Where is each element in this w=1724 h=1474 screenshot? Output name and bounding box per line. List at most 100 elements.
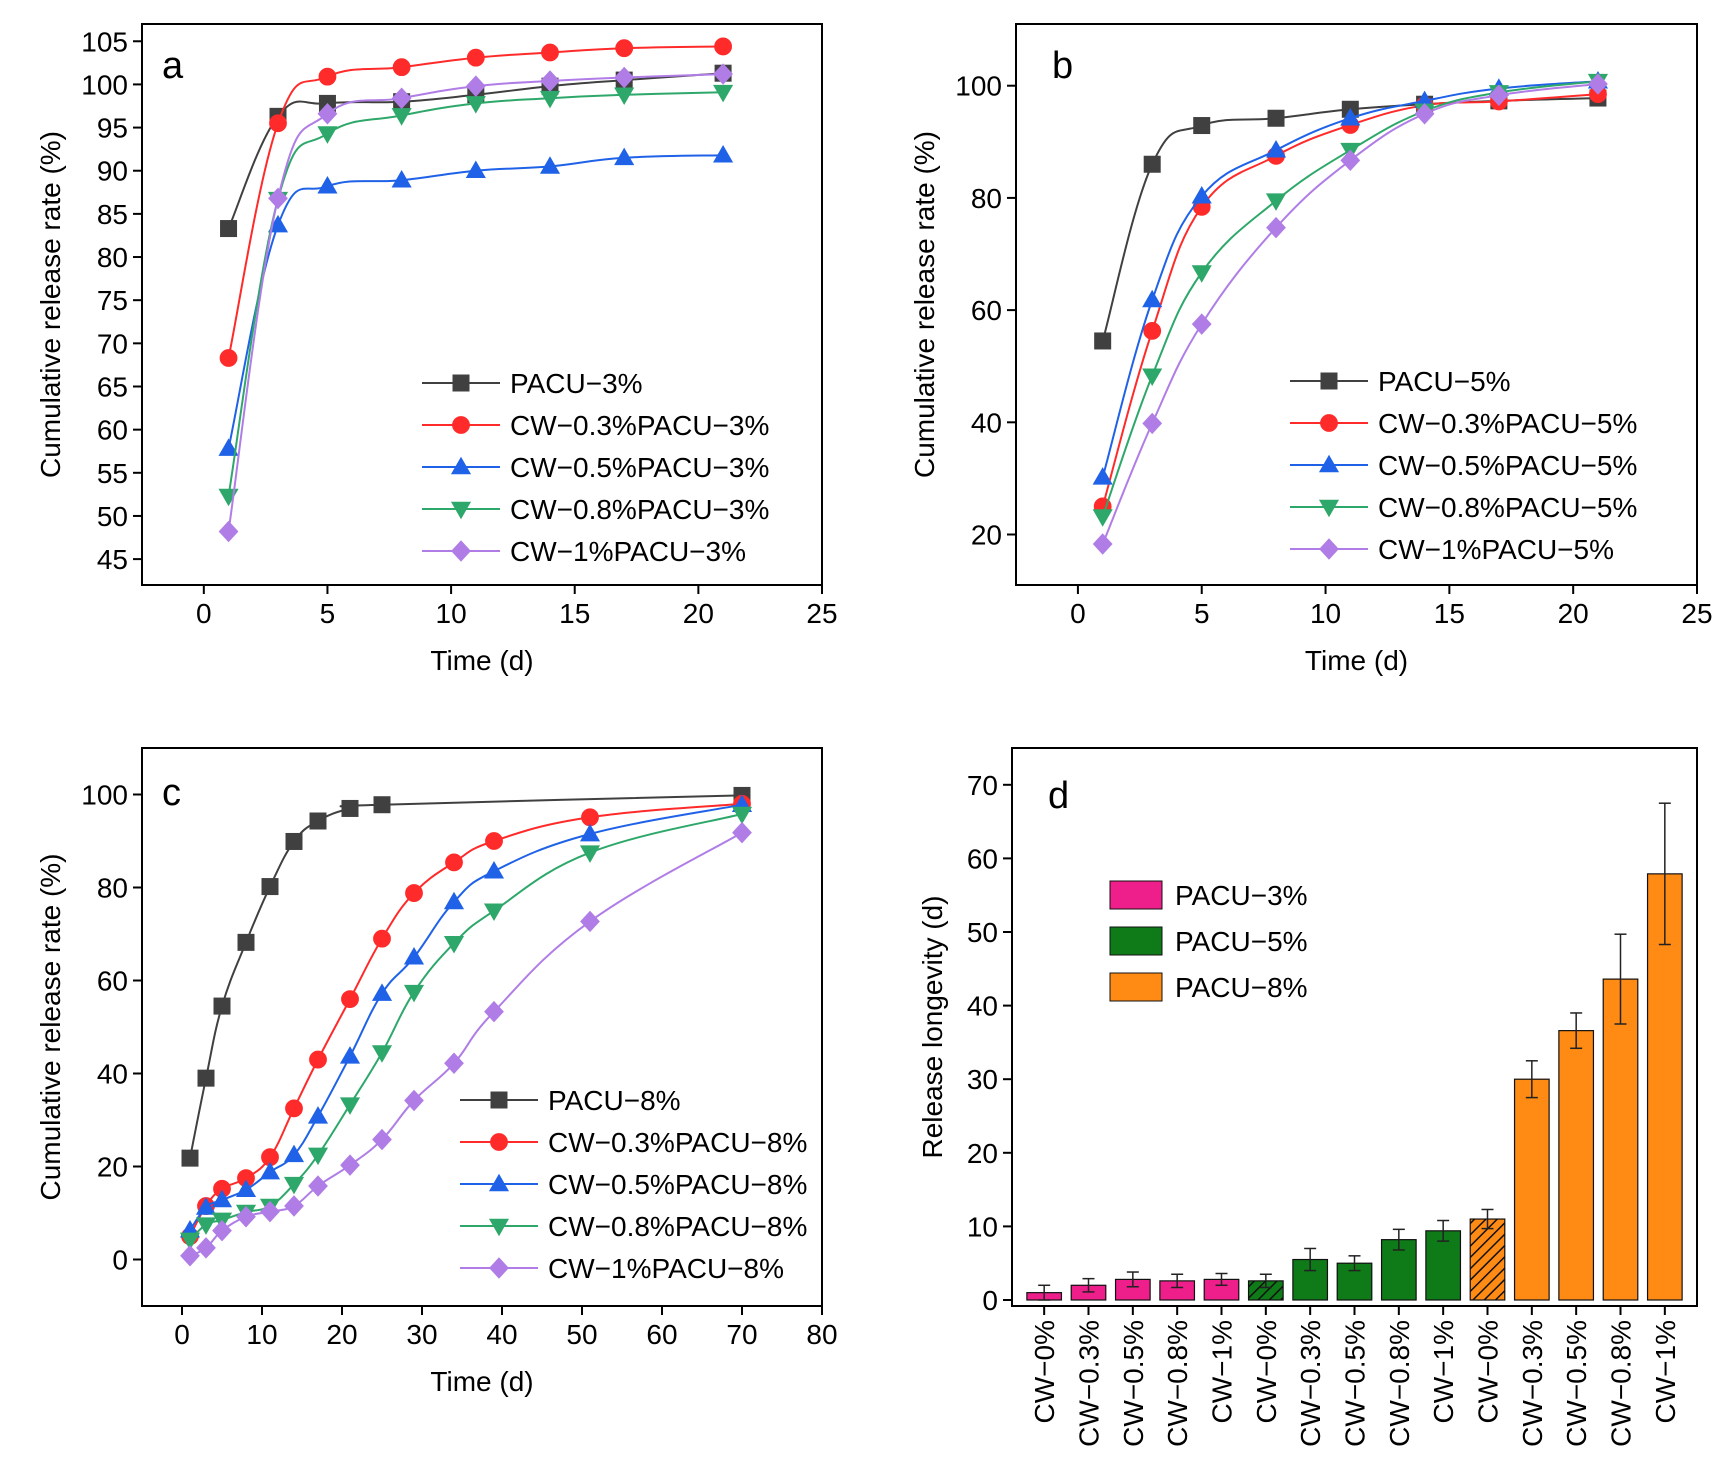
- data-point: [317, 176, 338, 194]
- data-point: [444, 1052, 464, 1075]
- legend-label: CW−0.3%PACU−8%: [548, 1127, 807, 1158]
- series-CW−0.5%PACU−8%: [179, 794, 753, 1238]
- x-tick-label: 0: [174, 1319, 190, 1350]
- bar-group: [1646, 802, 1683, 1301]
- data-point: [1092, 509, 1113, 527]
- x-tick-label: CW−0.3%: [1074, 1320, 1105, 1447]
- data-point: [197, 1069, 215, 1087]
- data-point: [1142, 289, 1163, 308]
- data-point: [181, 1149, 199, 1167]
- series-CW−0.3%PACU−8%: [181, 794, 751, 1246]
- x-tick-label: 15: [559, 598, 590, 629]
- legend-label: PACU−8%: [548, 1085, 681, 1116]
- data-point: [714, 37, 732, 56]
- bar-group: [1469, 1208, 1506, 1301]
- data-point: [373, 796, 391, 814]
- y-tick-label: 80: [97, 873, 128, 904]
- x-tick-label: CW−0%: [1029, 1320, 1060, 1423]
- x-tick-label: 15: [1434, 598, 1465, 629]
- data-point: [179, 1232, 201, 1251]
- plot-frame: [1015, 23, 1698, 586]
- y-tick-label: 90: [97, 156, 128, 187]
- bar-group: [1425, 1219, 1462, 1301]
- legend-label: PACU−3%: [1175, 880, 1308, 911]
- y-tick-label: 0: [982, 1285, 998, 1316]
- data-point: [405, 884, 423, 902]
- panel-d-chart: 0 10 20 30 40 50 60 70 Release longevity (d) d CW−…: [917, 747, 1698, 1447]
- y-tick-label: 20: [971, 520, 1002, 551]
- legend-marker: [1320, 414, 1338, 432]
- series-line: [189, 803, 743, 1231]
- data-point: [1414, 103, 1435, 125]
- y-tick-label: 40: [967, 991, 998, 1022]
- y-axis-label: Cumulative release rate (%): [909, 131, 940, 478]
- x-tick-label: 25: [806, 598, 837, 629]
- data-point: [261, 878, 279, 896]
- data-point: [180, 1245, 200, 1267]
- data-point: [219, 349, 238, 367]
- x-tick-label: 5: [320, 598, 336, 629]
- data-point: [732, 821, 752, 844]
- legend-marker: [451, 540, 471, 562]
- legend-marker: [490, 1133, 508, 1151]
- x-tick-label: CW−0.5%: [1561, 1320, 1592, 1447]
- data-point: [371, 1045, 393, 1063]
- data-point: [391, 87, 412, 109]
- y-tick-label: 30: [967, 1064, 998, 1095]
- data-point: [308, 1175, 328, 1197]
- x-tick-label: CW−0%: [1251, 1320, 1282, 1423]
- legend-marker: [452, 416, 470, 434]
- y-tick-label: 80: [971, 183, 1002, 214]
- legend-marker: [488, 1173, 510, 1192]
- bar-group: [1380, 1228, 1417, 1301]
- bar: [1558, 1030, 1595, 1301]
- bar-group: [1513, 1060, 1550, 1301]
- y-tick-label: 65: [97, 371, 128, 402]
- data-point: [483, 861, 505, 879]
- data-point: [285, 832, 303, 850]
- data-point: [539, 156, 561, 174]
- panel-label: a: [162, 45, 184, 87]
- bar-group: [1114, 1271, 1151, 1301]
- legend-label: CW−0.3%PACU−3%: [510, 410, 769, 441]
- data-point: [1191, 265, 1212, 283]
- legend-swatch: [1109, 926, 1163, 956]
- data-point: [309, 1050, 327, 1069]
- data-point: [340, 1154, 360, 1176]
- legend-label: CW−0.5%PACU−3%: [510, 452, 769, 483]
- panel-b-chart: 0 5 10 15 20 25 20 40 60 80 100 Time (d) Cumulative …: [909, 23, 1713, 676]
- legend: PACU−5% CW−0.3%PACU−5% CW−0.5%PACU−5% CW−0.…: [1290, 366, 1637, 565]
- x-tick-label: CW−0.3%: [1295, 1320, 1326, 1447]
- bar-group: [1336, 1255, 1373, 1301]
- x-tick-label: 10: [1310, 598, 1341, 629]
- x-tick-label: 40: [486, 1319, 517, 1350]
- series-CW−0.3%PACU−3%: [219, 37, 732, 367]
- y-tick-label: 45: [97, 544, 128, 575]
- data-point: [465, 75, 486, 97]
- data-point: [237, 933, 255, 951]
- series-CW−1%PACU−8%: [180, 821, 752, 1267]
- y-tick-label: 100: [81, 69, 128, 100]
- panel-a-chart: 0 5 10 15 20 25 45 50 55 60 65 70 75 80 85 90 95 100 105 Ti…: [35, 23, 838, 676]
- data-point: [269, 114, 287, 133]
- data-point: [465, 160, 486, 179]
- series-CW−0.5%PACU−3%: [218, 144, 734, 456]
- legend: PACU−3% PACU−5% PACU−8%: [1109, 880, 1308, 1003]
- x-tick-label: 0: [1070, 598, 1086, 629]
- y-tick-label: 95: [97, 113, 128, 144]
- data-point: [1092, 467, 1113, 485]
- x-tick-label: 20: [326, 1319, 357, 1350]
- data-point: [317, 103, 338, 125]
- x-tick-label: CW−0%: [1473, 1320, 1504, 1423]
- data-point: [1142, 412, 1163, 435]
- data-point: [371, 983, 393, 1001]
- panel-label: c: [162, 772, 181, 814]
- data-point: [403, 984, 425, 1003]
- legend-marker: [490, 1091, 508, 1109]
- data-point: [443, 936, 465, 954]
- data-point: [372, 1128, 392, 1151]
- bar-group: [1602, 933, 1639, 1301]
- data-point: [1143, 155, 1161, 173]
- data-point: [196, 1237, 216, 1259]
